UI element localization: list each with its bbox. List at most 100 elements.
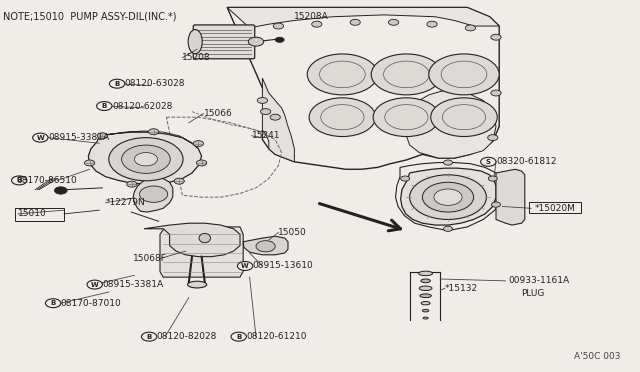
Circle shape [465,25,476,31]
Text: 08915-3381A: 08915-3381A [48,133,109,142]
Ellipse shape [423,317,428,319]
Text: 08320-61812: 08320-61812 [496,157,557,166]
Circle shape [109,138,183,181]
Text: PLUG: PLUG [522,289,545,298]
Circle shape [444,226,452,231]
Circle shape [237,262,253,270]
Text: W: W [91,282,99,288]
Circle shape [148,129,159,135]
Text: 08120-63028: 08120-63028 [125,79,186,88]
Circle shape [45,299,61,308]
Ellipse shape [199,234,211,243]
Text: 00933-1161A: 00933-1161A [509,276,570,285]
Circle shape [122,145,170,173]
Circle shape [87,280,102,289]
Circle shape [33,133,48,142]
Circle shape [257,97,268,103]
Text: B: B [51,300,56,306]
Polygon shape [262,78,294,162]
Polygon shape [227,7,499,28]
Circle shape [491,90,501,96]
Circle shape [488,176,497,181]
Circle shape [444,160,452,165]
Text: 15241: 15241 [252,131,280,140]
Circle shape [273,23,284,29]
Text: 08170-86510: 08170-86510 [16,176,77,185]
Text: W: W [36,135,44,141]
Text: B: B [236,334,241,340]
Text: B: B [102,103,107,109]
Text: 15066: 15066 [204,109,232,118]
Ellipse shape [421,301,430,305]
Polygon shape [160,227,243,277]
Polygon shape [401,168,496,225]
Circle shape [270,114,280,120]
Circle shape [193,141,204,147]
Ellipse shape [188,281,207,288]
Circle shape [134,153,157,166]
Circle shape [248,37,264,46]
Circle shape [127,181,137,187]
Ellipse shape [188,30,202,54]
Text: 08915-3381A: 08915-3381A [102,280,164,289]
Circle shape [427,21,437,27]
Polygon shape [227,7,499,169]
Text: *12279N: *12279N [106,198,145,207]
Circle shape [140,186,168,202]
Circle shape [429,54,499,95]
Circle shape [373,98,440,137]
Polygon shape [144,223,240,257]
Circle shape [309,98,376,137]
Circle shape [97,102,112,110]
Circle shape [488,135,498,141]
Circle shape [492,202,500,207]
Circle shape [388,19,399,25]
Circle shape [196,160,207,166]
Circle shape [312,21,322,27]
Circle shape [174,178,184,184]
Polygon shape [88,132,202,184]
Text: B: B [115,81,120,87]
FancyBboxPatch shape [193,25,255,59]
Text: 08170-87010: 08170-87010 [61,299,122,308]
Ellipse shape [420,294,431,298]
Text: *15020M: *15020M [534,204,575,213]
Circle shape [491,34,501,40]
Circle shape [231,332,246,341]
Circle shape [401,176,410,181]
Text: NOTE;15010  PUMP ASSY-DIL(INC.*): NOTE;15010 PUMP ASSY-DIL(INC.*) [3,11,177,21]
Circle shape [481,157,496,166]
Circle shape [141,332,157,341]
Text: 08120-62028: 08120-62028 [112,102,172,110]
Polygon shape [99,131,192,143]
Text: B: B [147,334,152,340]
Circle shape [260,109,271,115]
Ellipse shape [419,286,432,291]
Ellipse shape [422,310,429,312]
Polygon shape [406,89,496,158]
Circle shape [54,187,67,194]
Text: 15208A: 15208A [294,12,329,21]
Circle shape [12,176,27,185]
Text: A'50C 003: A'50C 003 [574,352,621,361]
Circle shape [431,98,497,137]
Text: W: W [241,263,249,269]
Circle shape [97,133,108,139]
Text: 08120-61210: 08120-61210 [246,332,307,341]
Polygon shape [133,177,173,212]
Text: 08915-13610: 08915-13610 [253,262,314,270]
Polygon shape [496,169,525,225]
Ellipse shape [419,271,433,276]
Circle shape [434,189,462,205]
Circle shape [109,79,125,88]
Circle shape [307,54,378,95]
Circle shape [84,160,95,166]
Text: S: S [486,159,491,165]
Text: *15132: *15132 [445,284,478,293]
Circle shape [256,241,275,252]
Polygon shape [243,236,288,255]
Circle shape [422,182,474,212]
Text: 15050: 15050 [278,228,307,237]
Text: 15208: 15208 [182,53,211,62]
Circle shape [275,37,284,42]
